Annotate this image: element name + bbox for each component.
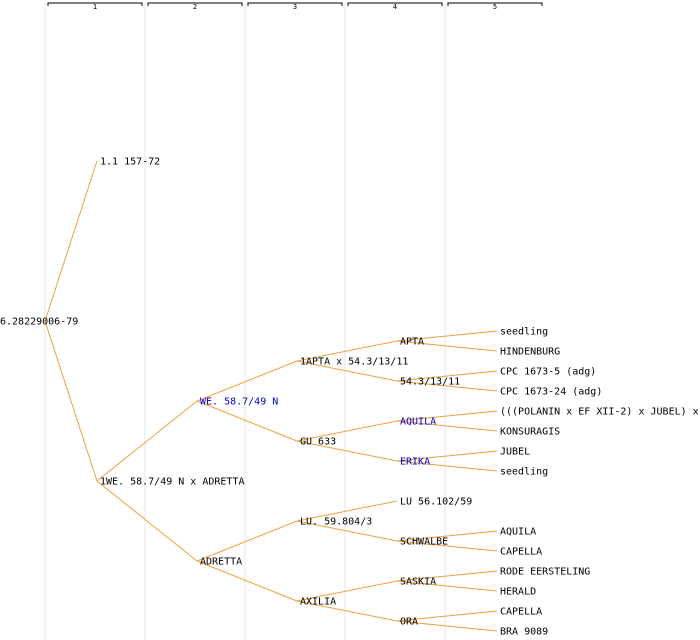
generation-number: 2 (193, 3, 197, 11)
node-label-n20: CPC 1673-24 (adg) (500, 387, 602, 398)
edge-n3-n5 (196, 360, 298, 402)
edge-n11-n22 (396, 420, 498, 432)
edge-n15-n27 (396, 570, 498, 582)
edge-n6-n11 (296, 420, 398, 442)
edge-n3-n6 (196, 400, 298, 442)
edge-n12-n24 (396, 460, 498, 472)
node-label-n5: 1APTA x 54.3/13/11 (300, 357, 408, 368)
edge-n12-n23 (396, 450, 498, 462)
generation-number: 1 (93, 3, 97, 11)
node-label-n15: SASKIA (400, 577, 436, 588)
edge-n5-n9 (296, 340, 398, 362)
edge-n6-n12 (296, 440, 398, 462)
node-label-n16: ORA (400, 617, 418, 628)
generation-bracket-5 (447, 2, 543, 6)
edge-n4-n7 (196, 520, 298, 562)
node-label-n7: LU. 59.804/3 (300, 517, 372, 528)
node-label-n3: WE. 58.7/49 N (200, 397, 278, 408)
generation-bracket-3 (247, 2, 343, 6)
generation-bracket-4 (347, 2, 443, 6)
generation-number: 5 (493, 3, 497, 11)
node-label-n19: CPC 1673-5 (adg) (500, 367, 596, 378)
node-label-n26: CAPELLA (500, 547, 542, 558)
tree-labels: 6.28229006-79 1.1 157-72 1WE. 58.7/49 N x … (0, 157, 699, 638)
node-label-n23: JUBEL (500, 447, 530, 458)
edge-n9-n17 (396, 330, 498, 342)
node-label-n17: seedling (500, 327, 548, 338)
node-label-n22: KONSURAGIS (500, 427, 560, 438)
node-label-root: 6.28229006-79 (0, 317, 78, 328)
node-label-n29: CAPELLA (500, 607, 542, 618)
node-label-n9: APTA (400, 337, 424, 348)
node-label-n18: HINDENBURG (500, 347, 560, 358)
edge-n7-n13 (296, 500, 398, 522)
edge-n8-n16 (296, 600, 398, 622)
edge-root-n1 (44, 160, 98, 322)
edge-n10-n20 (396, 380, 498, 392)
node-label-n27: RODE EERSTELING (500, 567, 590, 578)
node-label-n8: AXILIA (300, 597, 336, 608)
generation-bracket-2 (147, 2, 243, 6)
generation-number: 4 (393, 3, 397, 11)
generation-guides (44, 3, 446, 640)
edge-n4-n8 (196, 560, 298, 602)
node-label-n4: ADRETTA (200, 557, 242, 568)
edge-n14-n26 (396, 540, 498, 552)
node-label-n10: 54.3/13/11 (400, 377, 460, 388)
edge-n9-n18 (396, 340, 498, 352)
edge-n14-n25 (396, 530, 498, 542)
node-label-n14: SCHWALBE (400, 537, 448, 548)
node-label-n11: AQUILA (400, 417, 436, 428)
node-label-n21: (((POLANIN x EF XII-2) x JUBEL) x (500, 407, 699, 418)
node-label-n30: BRA 9089 (500, 627, 548, 638)
edge-n11-n21 (396, 410, 498, 422)
edge-root-n2 (44, 320, 98, 482)
node-label-n12: ERIKA (400, 457, 430, 468)
generation-header: 1 2 3 4 5 (47, 2, 543, 11)
node-label-n2: 1WE. 58.7/49 N x ADRETTA (100, 477, 245, 488)
node-label-n1: 1.1 157-72 (100, 157, 160, 168)
node-label-n28: HERALD (500, 587, 536, 598)
generation-number: 3 (293, 3, 297, 11)
tree-edges (44, 160, 498, 632)
edge-n10-n19 (396, 370, 498, 382)
edge-n8-n15 (296, 580, 398, 602)
edge-n2-n3 (96, 400, 198, 482)
node-label-n25: AQUILA (500, 527, 536, 538)
edge-n7-n14 (296, 520, 398, 542)
node-label-n6: GU 633 (300, 437, 336, 448)
edge-n2-n4 (96, 480, 198, 562)
edge-n16-n29 (396, 610, 498, 622)
edge-n5-n10 (296, 360, 398, 382)
edge-n16-n30 (396, 620, 498, 632)
node-label-n24: seedling (500, 467, 548, 478)
node-label-n13: LU 56.102/59 (400, 497, 472, 508)
edge-n15-n28 (396, 580, 498, 592)
generation-bracket-1 (47, 2, 143, 6)
